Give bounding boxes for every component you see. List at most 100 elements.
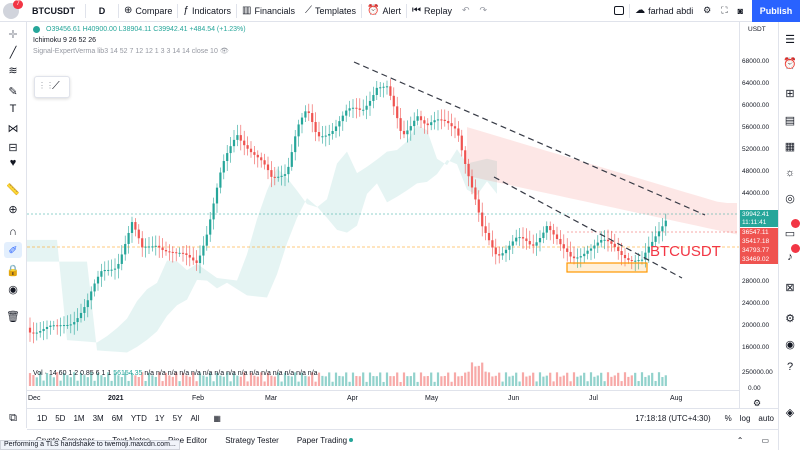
candle-body: [209, 219, 212, 235]
redo-button[interactable]: ↷: [475, 0, 493, 22]
volume-bar: [579, 375, 582, 386]
hide-drawings-tool[interactable]: ◉: [4, 281, 22, 297]
interval-button[interactable]: D: [86, 0, 118, 22]
range-1m-button[interactable]: 1M: [73, 414, 85, 423]
fullscreen-button[interactable]: ⛶: [716, 0, 732, 22]
layers-button[interactable]: ◈: [782, 404, 798, 420]
tab-paper-trading[interactable]: Paper Trading: [288, 436, 363, 445]
volume-bar: [549, 372, 552, 386]
compare-button[interactable]: ⊕ Compare: [119, 0, 177, 22]
percent-toggle[interactable]: %: [724, 414, 732, 423]
range-ytd-button[interactable]: YTD: [130, 414, 147, 423]
dom-button[interactable]: ⚙: [782, 310, 798, 326]
tab-pine-editor[interactable]: Pine Editor: [168, 435, 208, 445]
volume-bar: [576, 376, 579, 386]
candle-body: [76, 318, 79, 323]
candle-body: [168, 251, 171, 253]
watchlist-button[interactable]: ☰: [782, 31, 798, 47]
indicators-button[interactable]: ƒ Indicators: [178, 0, 236, 22]
range-5d-button[interactable]: 5D: [55, 414, 66, 423]
range-all-button[interactable]: All: [190, 414, 200, 423]
financials-button[interactable]: ▥ Financials: [237, 0, 300, 22]
signal-row[interactable]: Signal-ExpertVerma lib3 14 52 7 12 12 1 …: [33, 46, 246, 57]
volume-bar: [603, 381, 606, 386]
layout-toggle-button[interactable]: [609, 0, 629, 22]
symbol-search-button[interactable]: BTCUSDT: [27, 0, 85, 22]
snapshot-button[interactable]: ◙: [733, 0, 748, 22]
price-scale-label: 52000.00: [742, 146, 770, 153]
trend-line-tool[interactable]: ╱: [4, 44, 22, 60]
candle-body: [120, 254, 123, 264]
remove-drawings-tool[interactable]: 🗑: [4, 308, 22, 324]
eye-icon[interactable]: 👁: [219, 48, 229, 55]
candle-body: [467, 163, 470, 177]
collapse-panel-button[interactable]: ⌃: [728, 436, 753, 445]
candle-body: [124, 243, 127, 255]
volume-bar: [538, 372, 542, 386]
tab-strategy-tester[interactable]: Strategy Tester: [225, 435, 279, 445]
volume-bar: [100, 375, 103, 386]
lock-drawings-tool[interactable]: 🔒: [4, 262, 22, 278]
clock-label[interactable]: 17:18:18 (UTC+4:30): [635, 414, 711, 423]
divider: [118, 3, 119, 18]
pattern-tool[interactable]: ⋈: [4, 120, 22, 136]
maximize-panel-button[interactable]: ▭: [752, 436, 778, 445]
icons-tool[interactable]: ♥: [4, 155, 22, 171]
signals-button[interactable]: ◉: [782, 336, 798, 352]
range-5y-button[interactable]: 5Y: [172, 414, 183, 423]
goto-date-button[interactable]: ▦: [209, 414, 225, 423]
text-tool[interactable]: T: [4, 101, 22, 117]
templates-button[interactable]: ⟋ Templates: [300, 0, 361, 22]
volume-bar: [358, 376, 361, 386]
replay-button[interactable]: ⏮ Replay: [407, 0, 457, 22]
indicators-icon: ƒ: [183, 5, 189, 16]
alerts-button[interactable]: ⏰: [782, 55, 798, 71]
fib-tool[interactable]: ≋: [4, 62, 22, 78]
streams-button[interactable]: ◎: [782, 190, 798, 206]
hotlists-button[interactable]: ▤: [782, 112, 798, 128]
object-tree-tool[interactable]: ⧉: [4, 410, 22, 426]
order-panel-button[interactable]: ⊠: [782, 279, 798, 295]
drag-handle-icon[interactable]: ⋮⋮: [38, 81, 54, 90]
ohlc-values: O39456.61 H40900.00 L38904.11 C39942.41 …: [46, 26, 246, 33]
crosshair-tool[interactable]: ✛: [4, 26, 22, 42]
price-chart[interactable]: BTCUSDT: [27, 22, 739, 390]
magnet-tool[interactable]: ∩: [4, 224, 22, 240]
chats-button[interactable]: ▭: [782, 225, 798, 241]
zoom-in-tool[interactable]: ⊕: [4, 201, 22, 217]
stay-in-drawing-mode-tool[interactable]: ✐: [4, 242, 22, 258]
user-menu[interactable]: 7: [0, 0, 27, 22]
candle-body: [365, 105, 368, 110]
volume-row[interactable]: Vol · 14 60 1 2 0.85 6 1 1 56154.35 n/a …: [33, 368, 318, 379]
undo-button[interactable]: ↶: [457, 0, 475, 22]
ideas-button[interactable]: ☼: [782, 165, 798, 181]
layout-name-button[interactable]: ☁ farhad abdi: [630, 0, 698, 22]
ichimoku-row[interactable]: Ichimoku 9 26 52 26: [33, 35, 246, 46]
volume-bar: [617, 372, 620, 386]
range-1y-button[interactable]: 1Y: [154, 414, 165, 423]
candle-body: [110, 269, 113, 271]
brush-tool[interactable]: ✎: [4, 83, 22, 99]
time-scale[interactable]: Dec 2021 Feb Mar Apr May Jun Jul Aug: [27, 390, 739, 408]
settings-button[interactable]: ⚙: [698, 0, 716, 22]
calendar-button[interactable]: ▦: [782, 138, 798, 154]
trend-line-icon[interactable]: ⟋: [52, 80, 60, 92]
candle-body: [572, 256, 576, 259]
candle-body: [457, 128, 460, 136]
data-window-button[interactable]: ⊞: [782, 85, 798, 101]
range-1d-button[interactable]: 1D: [37, 414, 48, 423]
candle-body: [504, 249, 508, 254]
publish-button[interactable]: Publish: [752, 0, 800, 22]
scale-settings-icon[interactable]: ⚙: [753, 398, 762, 408]
measure-tool[interactable]: 📏: [4, 181, 22, 197]
notifications-button[interactable]: ♪: [782, 249, 798, 265]
volume-bar: [52, 377, 55, 386]
auto-toggle[interactable]: auto: [758, 414, 774, 423]
prediction-tool[interactable]: ⊟: [4, 139, 22, 155]
range-3m-button[interactable]: 3M: [92, 414, 104, 423]
help-button[interactable]: ?: [782, 359, 798, 375]
range-6m-button[interactable]: 6M: [111, 414, 123, 423]
alert-button[interactable]: ⏰ Alert: [362, 0, 406, 22]
price-scale[interactable]: USDT 68000.00 64000.00 60000.00 56000.00 520…: [739, 22, 778, 408]
log-toggle[interactable]: log: [739, 414, 751, 423]
